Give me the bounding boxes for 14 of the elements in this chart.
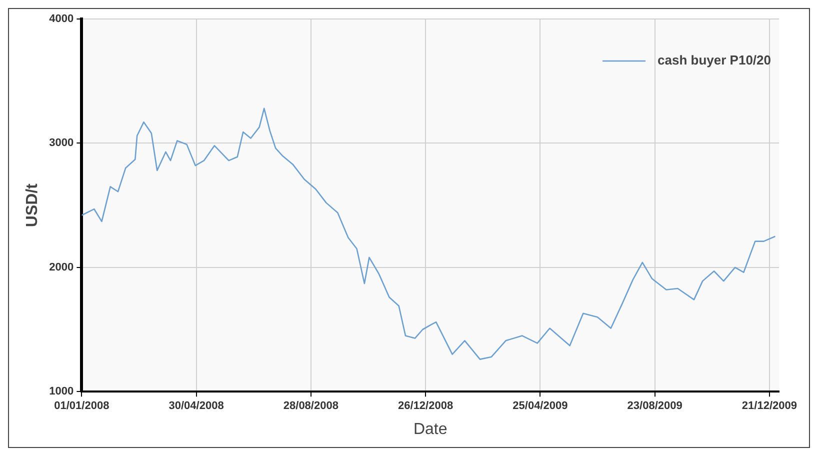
- x-tick-label: 30/04/2008: [168, 400, 224, 412]
- y-tick-label: 1000: [49, 386, 74, 398]
- y-axis-title: USD/t: [24, 182, 42, 228]
- x-tick-label: 21/12/2009: [742, 400, 797, 412]
- x-axis-title: Date: [413, 420, 448, 438]
- x-tick-label: 28/08/2008: [283, 400, 338, 412]
- y-tick-label: 2000: [49, 261, 74, 274]
- y-tick-label: 3000: [49, 137, 74, 150]
- y-tick-label: 4000: [49, 13, 74, 26]
- legend-label: cash buyer P10/20: [658, 52, 772, 68]
- x-tick-label: 01/01/2008: [54, 400, 110, 412]
- x-tick-label: 26/12/2008: [398, 400, 454, 412]
- x-tick-label: 23/08/2009: [627, 400, 682, 412]
- x-tick-label: 25/04/2009: [512, 400, 568, 412]
